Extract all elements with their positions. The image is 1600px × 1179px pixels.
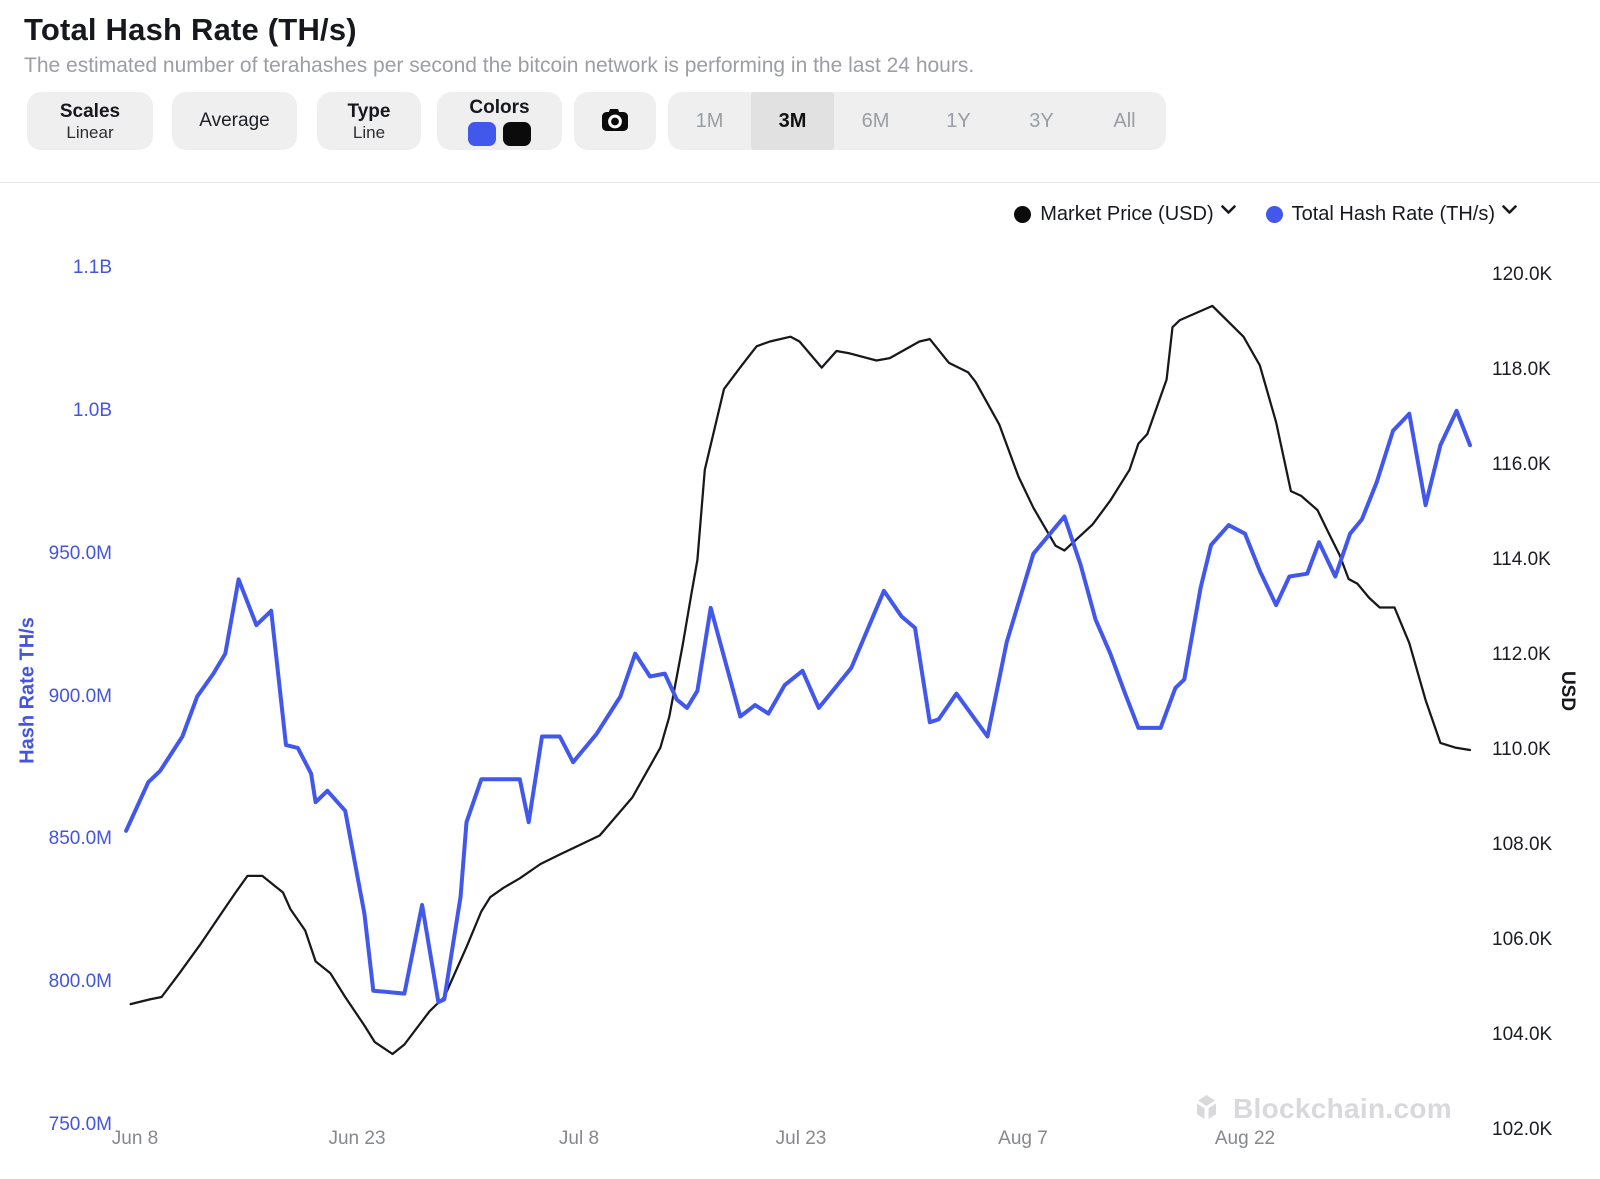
color-swatch-0[interactable] xyxy=(468,121,496,146)
right-axis-tick: 112.0K xyxy=(1492,644,1551,665)
type-button[interactable]: Type Line xyxy=(317,92,421,150)
colors-label: Colors xyxy=(469,96,530,118)
right-axis-tick: 114.0K xyxy=(1492,549,1551,570)
colors-button[interactable]: Colors xyxy=(437,92,562,150)
chevron-down-icon xyxy=(1220,205,1236,214)
right-axis-tick: 118.0K xyxy=(1492,359,1551,380)
left-axis-tick: 750.0M xyxy=(48,1114,112,1135)
legend-label: Total Hash Rate (TH/s) xyxy=(1291,202,1495,225)
series-line-1 xyxy=(124,408,1472,1005)
scales-value: Linear xyxy=(66,122,114,142)
left-axis-tick: 850.0M xyxy=(48,828,112,850)
chevron-down-icon xyxy=(1502,205,1517,214)
header-divider xyxy=(0,182,1600,183)
watermark-text: Blockchain.com xyxy=(1233,1092,1452,1124)
right-axis-tick: 104.0K xyxy=(1492,1024,1553,1045)
watermark: Blockchain.com xyxy=(1190,1092,1452,1125)
right-axis-tick: 108.0K xyxy=(1492,834,1553,855)
screenshot-button[interactable] xyxy=(574,92,656,150)
page-title: Total Hash Rate (TH/s) xyxy=(24,12,357,47)
color-swatches xyxy=(468,121,531,146)
series-line-0 xyxy=(129,304,1472,1056)
legend-dot-icon xyxy=(1014,205,1032,223)
left-axis-tick: 800.0M xyxy=(48,971,112,993)
range-button-1y[interactable]: 1Y xyxy=(917,92,1000,150)
left-axis-tick: 900.0M xyxy=(48,685,112,707)
legend-item-0[interactable]: Market Price (USD) xyxy=(1014,202,1236,226)
chart-legend: Market Price (USD) Total Hash Rate (TH/s) xyxy=(1014,199,1517,229)
range-button-6m[interactable]: 6M xyxy=(834,92,917,150)
x-axis-tick: Aug 7 xyxy=(998,1128,1048,1149)
page-subtitle: The estimated number of terahashes per s… xyxy=(24,54,975,77)
range-button-3y[interactable]: 3Y xyxy=(1000,92,1083,150)
right-axis-tick: 116.0K xyxy=(1492,454,1551,475)
right-axis-tick: 120.0K xyxy=(1492,264,1553,285)
right-axis-tick: 102.0K xyxy=(1492,1119,1553,1140)
blockchain-logo-icon xyxy=(1190,1092,1223,1125)
time-range-group: 1M 3M 6M 1Y 3Y All xyxy=(668,92,1166,150)
legend-item-1[interactable]: Total Hash Rate (TH/s) xyxy=(1265,202,1517,226)
left-axis-tick: 1.1B xyxy=(72,257,112,278)
right-axis-tick: 110.0K xyxy=(1492,739,1551,760)
x-axis-tick: Jul 8 xyxy=(558,1128,600,1149)
color-swatch-1[interactable] xyxy=(503,121,531,146)
type-label: Type xyxy=(347,100,391,122)
left-axis-title: Hash Rate TH/s xyxy=(16,617,39,764)
scales-button[interactable]: Scales Linear xyxy=(27,92,153,150)
right-axis-title: USD xyxy=(1557,670,1578,712)
camera-icon xyxy=(599,107,631,135)
x-axis-tick: Aug 22 xyxy=(1214,1128,1276,1149)
range-button-3m[interactable]: 3M xyxy=(751,92,834,150)
range-button-1m[interactable]: 1M xyxy=(668,92,751,150)
type-value: Line xyxy=(352,122,386,142)
legend-label: Market Price (USD) xyxy=(1040,202,1214,225)
legend-dot-icon xyxy=(1265,205,1283,223)
range-button-all[interactable]: All xyxy=(1083,92,1166,150)
right-axis-tick: 106.0K xyxy=(1492,929,1553,950)
left-axis-tick: 950.0M xyxy=(48,542,112,564)
average-label: Average xyxy=(199,110,270,131)
left-axis-tick: 1.0B xyxy=(72,399,112,421)
average-button[interactable]: Average xyxy=(172,92,297,150)
x-axis-tick: Jun 8 xyxy=(111,1128,159,1149)
scales-label: Scales xyxy=(59,100,121,122)
x-axis-tick: Jun 23 xyxy=(328,1128,386,1149)
x-axis-tick: Jul 23 xyxy=(775,1128,827,1149)
